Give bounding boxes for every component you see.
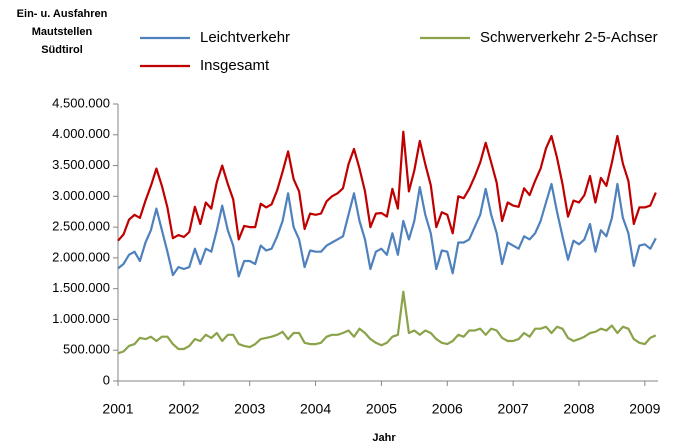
y-tick-label: 2.000.000 xyxy=(52,249,110,264)
x-tick-label: 2002 xyxy=(168,401,199,417)
x-tick-label: 2005 xyxy=(366,401,397,417)
x-tick-label: 2009 xyxy=(629,401,660,417)
legend-label: Schwerverkehr 2-5-Achser xyxy=(480,29,658,46)
x-axis-label: Jahr xyxy=(372,432,396,444)
y-tick-label: 500.000 xyxy=(63,342,110,357)
chart-title: Mautstellen xyxy=(32,26,93,38)
x-tick-label: 2001 xyxy=(102,401,133,417)
x-tick-label: 2006 xyxy=(432,401,463,417)
y-tick-label: 1.000.000 xyxy=(52,311,110,326)
legend-label: Leichtverkehr xyxy=(200,29,290,46)
chart-title: Ein- u. Ausfahren xyxy=(17,8,108,20)
y-tick-label: 4.000.000 xyxy=(52,126,110,141)
y-tick-label: 2.500.000 xyxy=(52,219,110,234)
y-tick-label: 3.500.000 xyxy=(52,157,110,172)
series-line xyxy=(117,290,657,355)
series-line xyxy=(117,182,657,278)
y-tick-label: 1.500.000 xyxy=(52,280,110,295)
x-tick-label: 2008 xyxy=(563,401,594,417)
y-tick-label: 0 xyxy=(103,372,110,387)
x-tick-label: 2003 xyxy=(234,401,265,417)
x-tick-label: 2007 xyxy=(498,401,529,417)
series-line xyxy=(117,130,657,242)
y-tick-label: 4.500.000 xyxy=(52,95,110,110)
x-tick-label: 2004 xyxy=(300,401,331,417)
legend-label: Insgesamt xyxy=(200,57,270,74)
chart-title: Südtirol xyxy=(41,44,83,56)
y-tick-label: 3.000.000 xyxy=(52,188,110,203)
